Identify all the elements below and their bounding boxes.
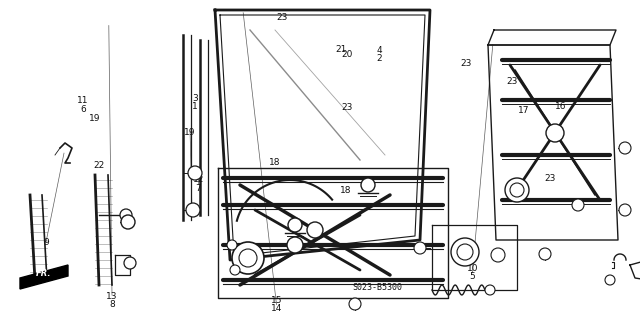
Circle shape [619, 204, 631, 216]
Circle shape [349, 298, 361, 310]
Text: 23: 23 [342, 103, 353, 112]
Text: 18: 18 [269, 158, 281, 167]
Circle shape [239, 249, 257, 267]
Text: 6: 6 [81, 105, 86, 114]
Text: 12: 12 [193, 175, 204, 184]
Text: 19: 19 [89, 114, 100, 122]
Circle shape [188, 166, 202, 180]
Circle shape [287, 237, 303, 253]
Circle shape [619, 142, 631, 154]
Circle shape [121, 215, 135, 229]
Circle shape [539, 248, 551, 260]
Circle shape [546, 124, 564, 142]
Text: 3: 3 [193, 94, 198, 103]
Text: 23: 23 [276, 13, 287, 22]
Circle shape [485, 285, 495, 295]
Text: 16: 16 [555, 102, 566, 111]
Text: 9: 9 [44, 238, 49, 247]
Circle shape [307, 222, 323, 238]
Text: 13: 13 [106, 292, 118, 301]
Text: 4: 4 [376, 46, 381, 55]
Circle shape [288, 218, 302, 232]
Text: 1: 1 [193, 102, 198, 111]
Text: 23: 23 [506, 77, 518, 86]
Text: 17: 17 [518, 106, 529, 115]
Circle shape [361, 178, 375, 192]
Text: 14: 14 [271, 304, 282, 313]
Circle shape [457, 244, 473, 260]
Text: 23: 23 [460, 59, 472, 68]
Circle shape [414, 242, 426, 254]
Circle shape [230, 265, 240, 275]
Text: FR.: FR. [36, 269, 52, 278]
Circle shape [232, 242, 264, 274]
Text: S023-B5300: S023-B5300 [353, 283, 403, 292]
Circle shape [510, 183, 524, 197]
Circle shape [124, 257, 136, 269]
Text: 19: 19 [184, 128, 196, 137]
Circle shape [120, 209, 132, 221]
Text: 22: 22 [93, 161, 105, 170]
Text: 8: 8 [109, 300, 115, 309]
Polygon shape [20, 265, 68, 289]
Text: 18: 18 [340, 186, 351, 195]
Circle shape [605, 275, 615, 285]
Circle shape [491, 248, 505, 262]
Circle shape [572, 199, 584, 211]
Text: 5: 5 [470, 272, 475, 281]
Text: 2: 2 [376, 54, 381, 63]
Text: 21: 21 [335, 45, 347, 54]
Text: 23: 23 [545, 174, 556, 182]
Text: 10: 10 [467, 264, 478, 273]
Circle shape [451, 238, 479, 266]
Text: 7: 7 [196, 184, 201, 193]
Text: 20: 20 [341, 50, 353, 59]
Text: 11: 11 [77, 96, 89, 105]
Circle shape [186, 203, 200, 217]
Text: 15: 15 [271, 296, 282, 305]
Circle shape [227, 240, 237, 250]
Circle shape [505, 178, 529, 202]
